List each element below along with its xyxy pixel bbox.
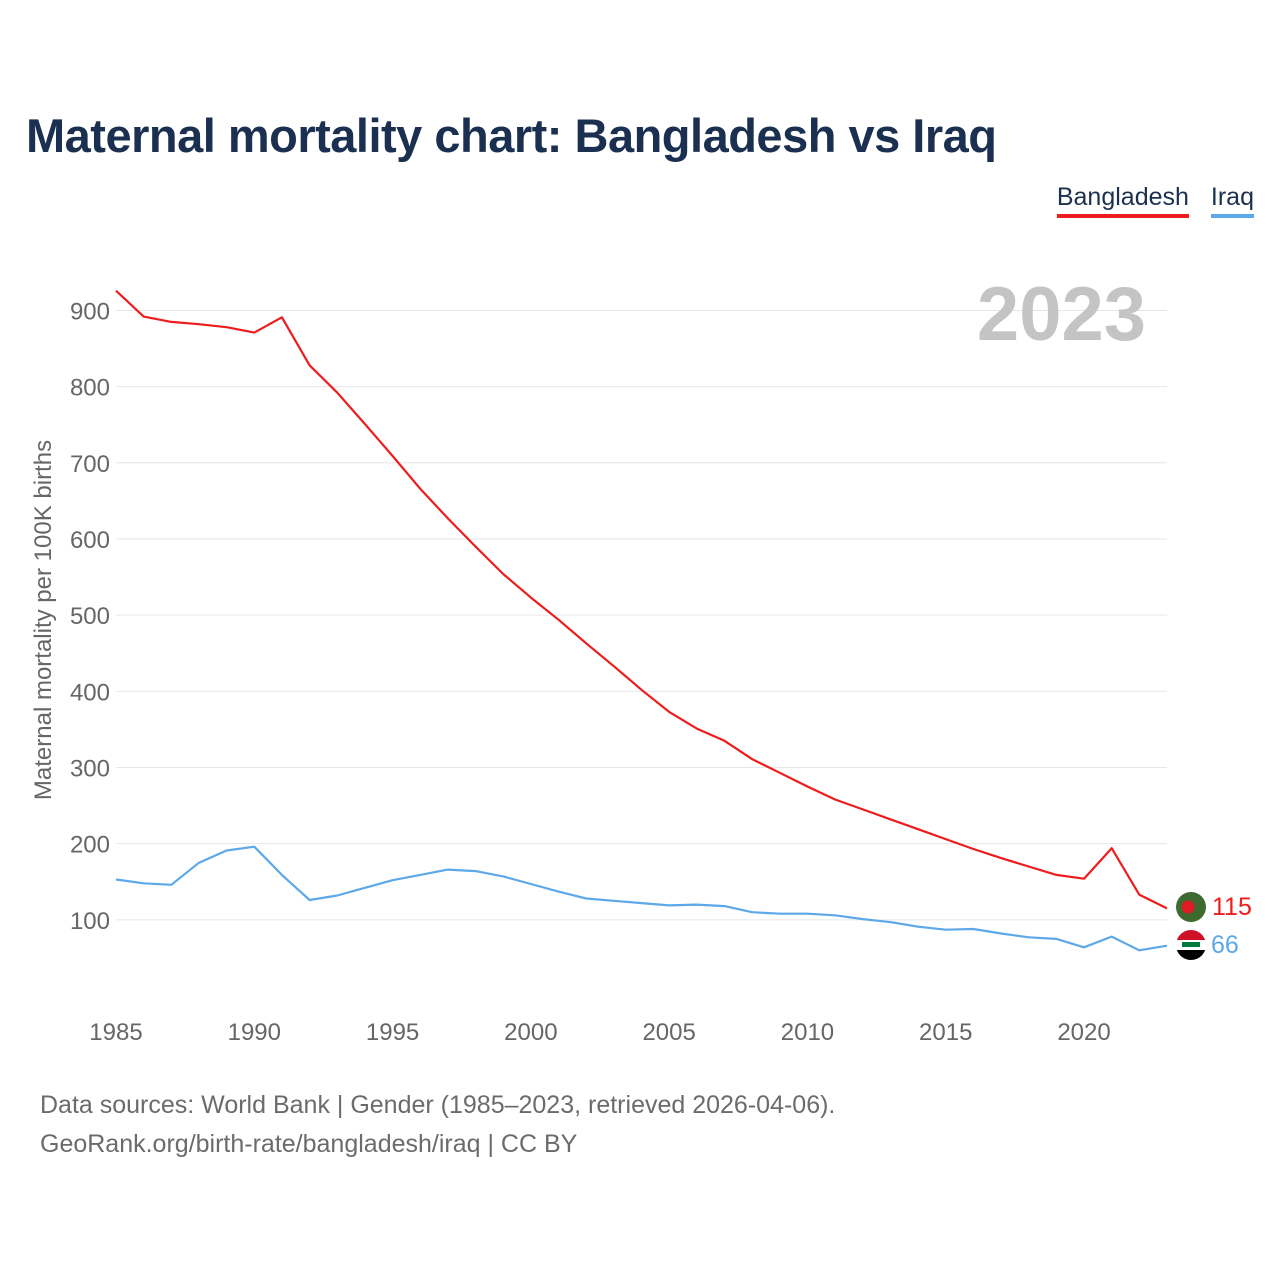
y-tick-label: 200 <box>70 832 110 859</box>
chart-title: Maternal mortality chart: Bangladesh vs … <box>26 109 997 162</box>
footer: Data sources: World Bank | Gender (1985–… <box>40 1086 835 1164</box>
x-tick-label: 2000 <box>504 1019 557 1046</box>
data-source-text: Data sources: World Bank | Gender (1985–… <box>40 1091 836 1119</box>
legend: Bangladesh Iraq <box>1056 183 1254 218</box>
x-axis-ticks: 1985 1990 1995 2000 2005 2010 2015 2020 <box>89 1019 1110 1046</box>
line-chart: 100 200 300 400 500 600 700 800 900 1985 1990 1995… <box>30 272 1252 1046</box>
y-tick-label: 300 <box>70 755 110 782</box>
x-tick-label: 2010 <box>781 1019 834 1046</box>
y-tick-label: 900 <box>70 298 110 325</box>
y-tick-label: 100 <box>70 908 110 935</box>
iraq-flag-icon <box>1176 930 1206 960</box>
y-tick-label: 600 <box>70 527 110 554</box>
y-tick-label: 800 <box>70 375 110 402</box>
x-tick-label: 1990 <box>228 1019 281 1046</box>
x-tick-label: 2015 <box>919 1019 972 1046</box>
y-tick-label: 400 <box>70 679 110 706</box>
end-label-iraq: 66 <box>1211 931 1239 959</box>
source-url-text: GeoRank.org/birth-rate/bangladesh/iraq |… <box>40 1130 578 1158</box>
bangladesh-flag-icon <box>1176 892 1206 922</box>
series <box>115 289 1168 952</box>
y-tick-label: 500 <box>70 603 110 630</box>
y-axis-ticks: 100 200 300 400 500 600 700 800 900 <box>70 298 110 934</box>
legend-item-bangladesh[interactable]: Bangladesh <box>1056 183 1189 218</box>
x-tick-label: 1995 <box>366 1019 419 1046</box>
end-label-bangladesh: 115 <box>1212 893 1252 921</box>
series-line-iraq <box>115 845 1168 952</box>
grid <box>116 309 1167 921</box>
x-tick-label: 1985 <box>89 1019 142 1046</box>
x-tick-label: 2020 <box>1057 1019 1110 1046</box>
y-axis-label: Maternal mortality per 100K births <box>30 440 57 800</box>
y-tick-label: 700 <box>70 451 110 478</box>
x-tick-label: 2005 <box>642 1019 695 1046</box>
series-line-bangladesh <box>115 289 1168 910</box>
legend-item-iraq[interactable]: Iraq <box>1210 183 1254 218</box>
year-badge: 2023 <box>977 272 1146 357</box>
